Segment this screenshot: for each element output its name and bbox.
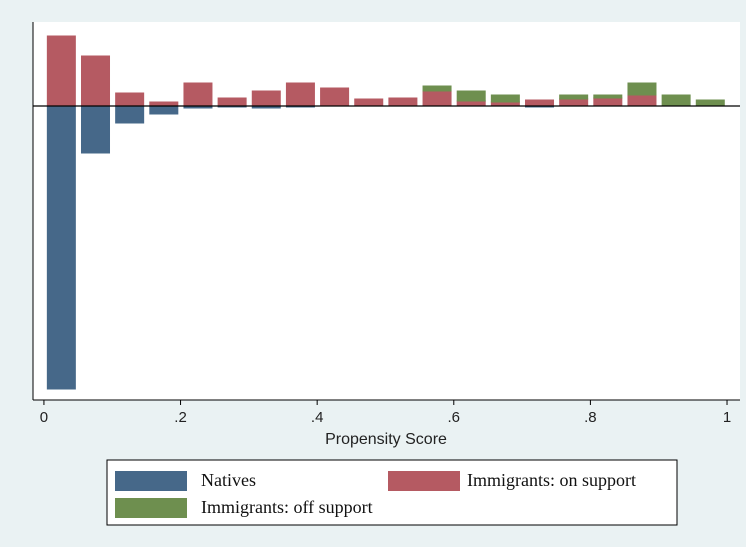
legend-label: Natives xyxy=(201,470,256,490)
bar xyxy=(695,99,725,107)
bar xyxy=(46,105,76,390)
legend-swatch xyxy=(388,471,460,491)
bar xyxy=(627,94,657,107)
x-tick-label: .6 xyxy=(448,409,461,426)
bar xyxy=(627,82,657,96)
bar xyxy=(115,92,145,107)
bar xyxy=(593,97,623,107)
bar xyxy=(661,94,691,107)
bar xyxy=(593,94,623,99)
bar xyxy=(559,98,589,107)
x-tick-label: 1 xyxy=(723,409,731,426)
x-tick-label: 0 xyxy=(40,409,48,426)
legend-label: Immigrants: off support xyxy=(201,497,373,517)
bar xyxy=(559,94,589,100)
bar xyxy=(217,97,247,107)
bar xyxy=(422,85,452,92)
legend-swatch xyxy=(115,498,187,518)
bar xyxy=(183,82,213,107)
legend xyxy=(106,459,678,526)
bar xyxy=(456,90,486,102)
legend-label: Immigrants: on support xyxy=(467,470,636,490)
bar xyxy=(285,82,315,107)
bar xyxy=(525,99,555,107)
bar xyxy=(388,97,418,107)
x-tick-label: .4 xyxy=(311,409,324,426)
x-tick-label: .2 xyxy=(174,409,187,426)
bar xyxy=(354,98,384,107)
bar xyxy=(46,35,76,107)
bar xyxy=(490,94,520,103)
bar xyxy=(80,105,111,154)
bar xyxy=(115,105,145,124)
bar xyxy=(456,100,486,107)
plot-area xyxy=(33,22,740,400)
bar xyxy=(80,55,111,107)
bar xyxy=(149,105,179,115)
bar xyxy=(251,90,281,107)
x-axis-title: Propensity Score xyxy=(325,431,447,448)
x-tick-label: .8 xyxy=(584,409,597,426)
bar xyxy=(320,87,350,107)
bar xyxy=(422,90,452,107)
legend-swatch xyxy=(115,471,187,491)
